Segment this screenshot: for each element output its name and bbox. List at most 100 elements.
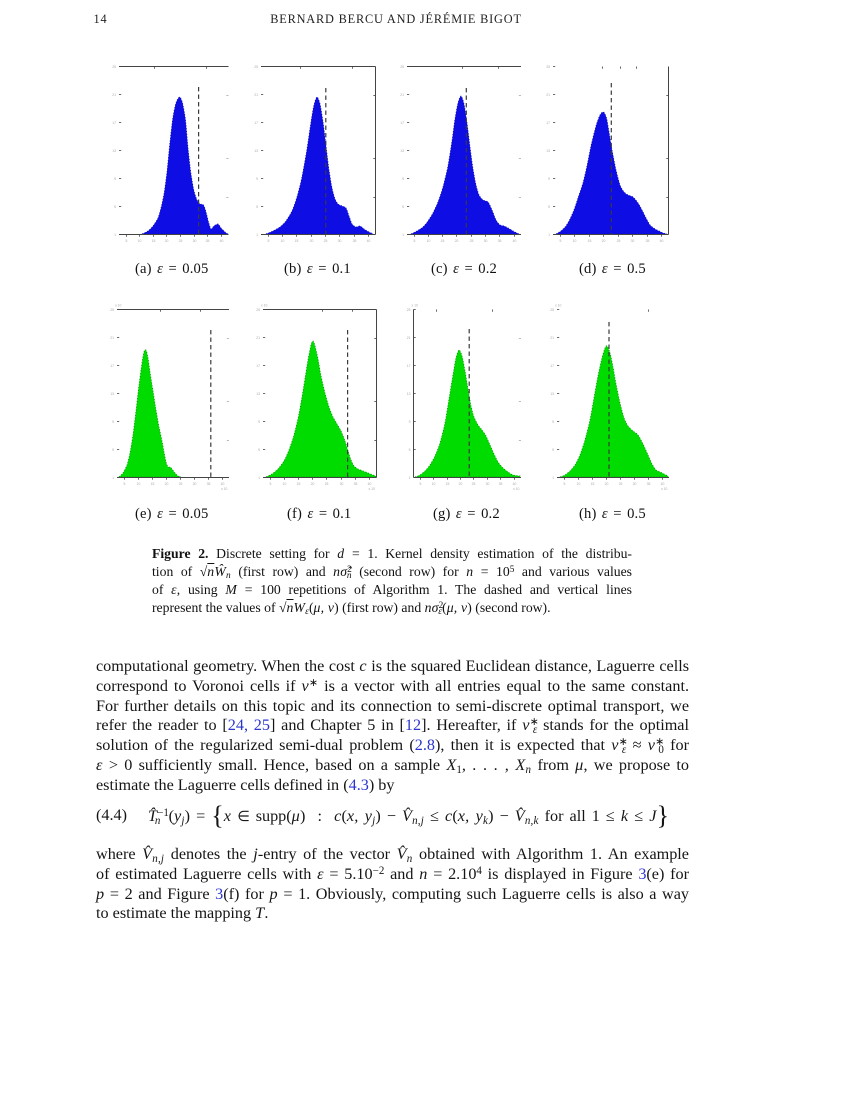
svg-text:5: 5 [409,448,411,452]
svg-text:5: 5 [270,482,272,486]
svg-text:13: 13 [112,149,116,153]
svg-text:25: 25 [546,65,550,69]
svg-text:5: 5 [564,482,566,486]
svg-text:35: 35 [353,239,357,243]
svg-text:21: 21 [110,336,114,340]
svg-text:25: 25 [472,482,476,486]
svg-text:20: 20 [605,482,609,486]
svg-text:25: 25 [110,308,114,312]
svg-text:40: 40 [367,239,371,243]
svg-text:40: 40 [513,482,517,486]
svg-text:13: 13 [400,149,404,153]
svg-text:10: 10 [283,482,287,486]
svg-text:x 10: x 10 [115,304,122,308]
svg-text:13: 13 [550,392,554,396]
svg-text:35: 35 [354,482,358,486]
svg-text:35: 35 [207,482,211,486]
svg-text:30: 30 [633,482,637,486]
svg-text:9: 9 [402,177,404,181]
svg-text:5: 5 [124,482,126,486]
svg-text:1: 1 [114,233,116,237]
svg-text:13: 13 [254,149,258,153]
svg-text:25: 25 [470,239,474,243]
svg-text:35: 35 [206,239,210,243]
svg-text:25: 25 [407,308,411,312]
svg-text:35: 35 [646,239,650,243]
svg-text:25: 25 [254,65,258,69]
svg-text:5: 5 [112,448,114,452]
svg-text:5: 5 [256,205,258,209]
svg-text:30: 30 [484,239,488,243]
svg-text:17: 17 [407,364,411,368]
svg-text:10: 10 [137,482,141,486]
svg-text:10: 10 [138,239,142,243]
svg-text:40: 40 [368,482,372,486]
svg-text:10: 10 [427,239,431,243]
svg-text:25: 25 [112,65,116,69]
svg-text:35: 35 [647,482,651,486]
svg-text:35: 35 [498,239,502,243]
svg-text:15: 15 [151,482,155,486]
svg-text:5: 5 [420,482,422,486]
svg-text:21: 21 [256,336,260,340]
svg-text:20: 20 [311,482,315,486]
svg-text:1: 1 [256,233,258,237]
svg-text:30: 30 [193,239,197,243]
svg-text:30: 30 [631,239,635,243]
svg-text:5: 5 [552,448,554,452]
svg-text:13: 13 [256,392,260,396]
svg-text:5: 5 [548,205,550,209]
svg-text:30: 30 [193,482,197,486]
svg-text:9: 9 [256,177,258,181]
svg-text:17: 17 [400,121,404,125]
svg-text:20: 20 [602,239,606,243]
svg-text:10: 10 [281,239,285,243]
svg-text:17: 17 [254,121,258,125]
svg-text:40: 40 [513,239,517,243]
svg-text:10: 10 [432,482,436,486]
svg-text:25: 25 [179,239,183,243]
svg-text:17: 17 [110,364,114,368]
svg-text:x 10: x 10 [221,487,228,491]
svg-text:17: 17 [550,364,554,368]
svg-text:9: 9 [112,420,114,424]
svg-text:x 10: x 10 [513,487,520,491]
svg-text:40: 40 [660,239,664,243]
svg-text:21: 21 [550,336,554,340]
svg-text:1: 1 [409,476,411,480]
svg-text:15: 15 [295,239,299,243]
svg-text:15: 15 [297,482,301,486]
svg-text:30: 30 [486,482,490,486]
svg-text:15: 15 [446,482,450,486]
svg-text:5: 5 [268,239,270,243]
svg-text:10: 10 [573,239,577,243]
svg-text:5: 5 [114,205,116,209]
svg-text:x 10: x 10 [555,304,562,308]
svg-text:5: 5 [402,205,404,209]
svg-text:15: 15 [588,239,592,243]
svg-text:5: 5 [126,239,128,243]
svg-text:13: 13 [110,392,114,396]
svg-text:40: 40 [220,239,224,243]
svg-text:9: 9 [409,420,411,424]
svg-text:20: 20 [455,239,459,243]
svg-text:25: 25 [179,482,183,486]
svg-text:5: 5 [258,448,260,452]
svg-text:20: 20 [165,482,169,486]
svg-text:25: 25 [617,239,621,243]
svg-text:17: 17 [546,121,550,125]
svg-text:15: 15 [152,239,156,243]
svg-text:21: 21 [407,336,411,340]
svg-text:9: 9 [552,420,554,424]
svg-text:35: 35 [499,482,503,486]
svg-text:15: 15 [441,239,445,243]
svg-text:5: 5 [414,239,416,243]
svg-text:21: 21 [112,93,116,97]
svg-text:13: 13 [407,392,411,396]
svg-text:21: 21 [400,93,404,97]
svg-text:1: 1 [112,476,114,480]
svg-text:17: 17 [256,364,260,368]
svg-text:9: 9 [258,420,260,424]
svg-text:17: 17 [112,121,116,125]
svg-text:25: 25 [400,65,404,69]
